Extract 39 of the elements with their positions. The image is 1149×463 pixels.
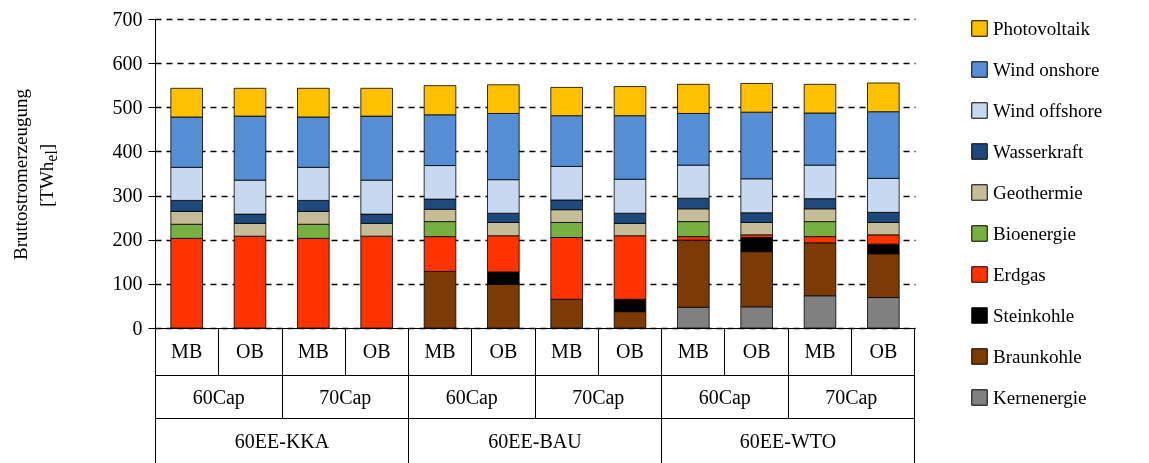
legend-label: Bioenergie	[993, 222, 1077, 244]
text: 70Cap	[282, 375, 409, 419]
x-tick-label: OB	[869, 339, 898, 362]
legend-label: Wasserkraft	[993, 140, 1084, 162]
x-tick-label: OB	[236, 339, 264, 362]
y-tick-label: 0	[132, 316, 143, 339]
x-tick-label: OB	[616, 339, 644, 362]
x-tick-label: OB	[362, 339, 391, 362]
y-tick-label: 600	[112, 51, 143, 74]
legend-label: Geothermie	[993, 181, 1083, 203]
x-tick-label: MB	[424, 339, 456, 362]
y-tick-label: 200	[112, 228, 143, 251]
y-tick-label: 500	[112, 95, 143, 118]
legend-label: Kernenergie	[993, 386, 1087, 408]
x-tick-label: MB	[677, 339, 709, 362]
legend-label: Braunkohle	[993, 345, 1082, 367]
legend-label: Photovoltaik	[993, 17, 1091, 39]
legend-label: Wind onshore	[993, 58, 1100, 80]
legend-label: Erdgas	[993, 263, 1046, 285]
x-tick-label: OB	[489, 339, 518, 362]
y-tick-label: 700	[112, 7, 143, 30]
x-tick-label: MB	[804, 339, 836, 362]
y-tick-label: 300	[112, 184, 143, 207]
legend-label: Wind offshore	[993, 99, 1103, 121]
text: 70Cap	[788, 375, 915, 419]
x-tick-label: MB	[171, 339, 203, 362]
text: 60Cap	[155, 375, 282, 419]
x-tick-label: MB	[297, 339, 329, 362]
y-tick-label: 100	[112, 272, 143, 295]
x-tick-label: MB	[551, 339, 583, 362]
text: 60Cap	[408, 375, 535, 419]
text: 70Cap	[535, 375, 662, 419]
text: 60Cap	[661, 375, 788, 419]
x-tick-label: OB	[742, 339, 771, 362]
y-tick-label: 400	[112, 139, 143, 162]
legend-label: Steinkohle	[993, 304, 1075, 326]
text: 60EE-BAU	[408, 418, 662, 463]
text: 60EE-KKA	[155, 418, 409, 463]
text: 60EE-WTO	[661, 418, 915, 463]
